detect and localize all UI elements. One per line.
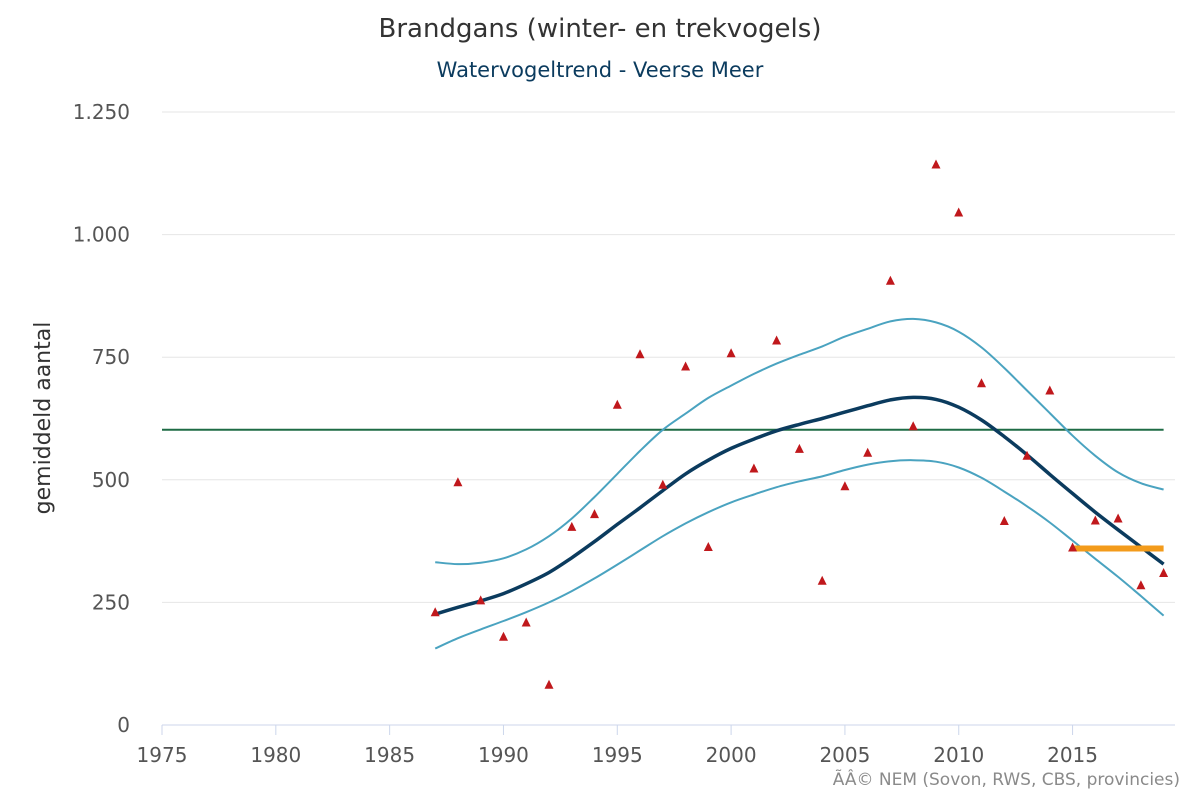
data-point-triangle[interactable]: [794, 443, 804, 453]
x-tick-label: 1990: [478, 743, 529, 767]
data-point-triangle[interactable]: [567, 521, 577, 531]
lower-confidence-line: [434, 459, 1165, 650]
y-axis-label: gemiddeld aantal: [31, 322, 56, 515]
y-tick-label: 1.250: [73, 100, 130, 124]
data-point-triangle[interactable]: [840, 481, 850, 491]
data-point-triangle[interactable]: [521, 617, 531, 627]
data-point-triangle[interactable]: [1159, 568, 1169, 577]
y-tick-label: 750: [92, 345, 130, 369]
data-point-triangle[interactable]: [908, 421, 918, 431]
gridlines: [162, 111, 1175, 603]
y-tick-label: 1.000: [73, 223, 130, 247]
y-tick-label: 0: [117, 713, 130, 737]
data-point-triangle[interactable]: [749, 463, 759, 473]
y-tick-label: 500: [92, 468, 130, 492]
data-point-triangle[interactable]: [430, 607, 440, 617]
data-point-triangle[interactable]: [1090, 515, 1100, 525]
upper-confidence-line: [435, 317, 1164, 566]
x-tick-label: 1985: [364, 743, 415, 767]
credits: ÃÂ© NEM (Sovon, RWS, CBS, provincies): [832, 770, 1180, 790]
data-point-triangle[interactable]: [703, 542, 713, 551]
data-point-triangle[interactable]: [681, 361, 691, 371]
data-point-triangle[interactable]: [453, 477, 463, 487]
data-point-triangle[interactable]: [1022, 450, 1032, 460]
data-point-triangle[interactable]: [772, 335, 782, 345]
x-tick-label: 1975: [137, 743, 188, 767]
data-point-triangle[interactable]: [612, 399, 622, 409]
trend-line: [434, 395, 1165, 616]
y-tick-label: 250: [92, 590, 130, 614]
x-tick-label: 1980: [250, 743, 301, 767]
axes: 0 250 500 750 1.000 1.250 1975 1980 1985 1990 1995…: [73, 100, 1175, 767]
data-point-triangle[interactable]: [499, 631, 508, 641]
x-tick-label: 2005: [819, 743, 870, 767]
points-layer: [430, 159, 1169, 689]
data-point-triangle[interactable]: [658, 479, 668, 489]
data-point-triangle[interactable]: [1068, 542, 1078, 552]
x-tick-label: 2010: [933, 743, 984, 767]
x-tick-label: 1995: [592, 743, 643, 767]
chart-subtitle: Watervogeltrend - Veerse Meer: [436, 58, 764, 82]
data-point-triangle[interactable]: [885, 275, 895, 285]
data-point-triangle[interactable]: [1045, 385, 1055, 395]
chart-title: Brandgans (winter- en trekvogels): [378, 14, 822, 44]
data-point-triangle[interactable]: [977, 378, 986, 388]
data-point-triangle[interactable]: [1113, 513, 1123, 523]
data-point-triangle[interactable]: [954, 207, 964, 217]
x-tick-label: 2000: [706, 743, 757, 767]
data-point-triangle[interactable]: [544, 679, 554, 689]
data-point-triangle[interactable]: [635, 349, 645, 359]
data-point-triangle[interactable]: [999, 516, 1009, 525]
data-point-triangle[interactable]: [726, 348, 736, 358]
data-point-triangle[interactable]: [1136, 580, 1146, 590]
series-layer: [162, 317, 1165, 650]
x-tick-label: 2015: [1047, 743, 1098, 767]
data-point-triangle[interactable]: [476, 595, 486, 605]
data-point-triangle[interactable]: [817, 575, 827, 585]
data-point-triangle[interactable]: [590, 509, 599, 519]
data-point-triangle[interactable]: [931, 159, 941, 169]
data-point-triangle[interactable]: [863, 447, 873, 457]
